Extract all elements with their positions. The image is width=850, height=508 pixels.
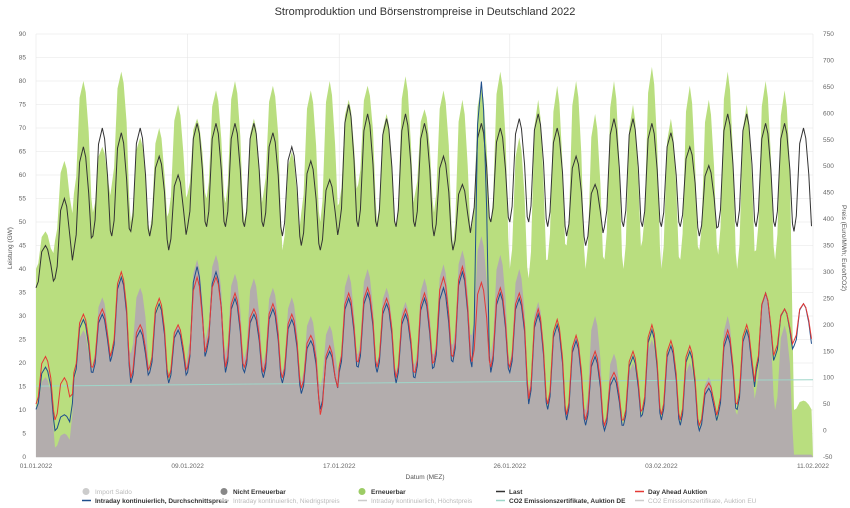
x-tick-label: 26.01.2022: [494, 463, 527, 470]
y-tick-label: 60: [19, 172, 27, 179]
y2-tick-label: 50: [823, 401, 831, 408]
right-y-axis: -50 0 50 100 150 200 250 300 350 400 450 500 550 600 6…: [823, 31, 834, 461]
y2-tick-label: 450: [823, 190, 834, 197]
x-tick-label: 03.02.2022: [645, 463, 678, 470]
y-tick-label: 15: [19, 384, 27, 391]
y2-tick-label: 250: [823, 295, 834, 302]
legend-item[interactable]: Last: [509, 489, 523, 496]
y2-tick-label: 400: [823, 216, 834, 223]
y2-tick-label: 650: [823, 84, 834, 91]
y-tick-label: 35: [19, 290, 27, 297]
legend-item[interactable]: Import Saldo: [95, 489, 132, 496]
y2-tick-label: 150: [823, 348, 834, 355]
legend[interactable]: Import Saldo Nicht Erneuerbar Erneuerbar La…: [82, 488, 757, 505]
x-tick-label: 09.01.2022: [171, 463, 204, 470]
y2-tick-label: 300: [823, 269, 834, 276]
legend-marker: [358, 488, 366, 495]
legend-item[interactable]: CO2 Emissionszertifikate, Auktion EU: [648, 498, 757, 505]
x-tick-label: 17.01.2022: [323, 463, 356, 470]
line-day-ahead-auktion: [35, 264, 812, 428]
y-tick-label: 50: [19, 219, 27, 226]
y-tick-label: 80: [19, 78, 27, 85]
right-axis-label: Preis (Euro/MWh; Euro/tCO2): [840, 205, 847, 291]
y-tick-label: 75: [19, 102, 27, 109]
legend-item[interactable]: Day Ahead Auktion: [648, 489, 707, 496]
chart-title: Stromproduktion und Börsenstrompreise in…: [275, 6, 576, 18]
line-series: [35, 81, 814, 433]
area-nicht-erneuerbar: [36, 236, 813, 457]
y-tick-label: 40: [19, 266, 27, 273]
legend-item[interactable]: Intraday kontinuierlich, Durchschnittspr…: [95, 498, 228, 505]
legend-item[interactable]: Intraday kontinuierlich, Niedrigstpreis: [233, 498, 340, 505]
y-tick-label: 30: [19, 313, 27, 320]
legend-item[interactable]: CO2 Emissionszertifikate, Auktion DE: [509, 498, 626, 505]
y-tick-label: 20: [19, 360, 27, 367]
y2-tick-label: 750: [823, 31, 834, 38]
y-tick-label: 65: [19, 149, 27, 156]
y-tick-label: 10: [19, 407, 27, 414]
y-tick-label: 55: [19, 196, 27, 203]
y2-tick-label: 500: [823, 163, 834, 170]
legend-item[interactable]: Erneuerbar: [371, 489, 406, 496]
legend-marker: [82, 488, 90, 495]
x-tick-label: 01.01.2022: [20, 463, 53, 470]
y-tick-label: 90: [19, 31, 27, 38]
x-axis: 01.01.2022 09.01.2022 17.01.2022 26.01.2022…: [20, 463, 830, 470]
legend-marker: [220, 488, 228, 495]
line-co2-de: [35, 379, 814, 387]
y-tick-label: 85: [19, 55, 27, 62]
left-y-axis: 0 5 10 15 20 25 30 35 40 45 50 55 60 65 70 75 80 85 90: [19, 31, 27, 461]
legend-item[interactable]: Intraday kontinuierlich, Höchstpreis: [371, 498, 473, 505]
left-axis-label: Leistung (GW): [7, 227, 14, 269]
x-axis-label: Datum (MEZ): [406, 474, 445, 481]
y2-tick-label: 0: [823, 428, 827, 435]
legend-item[interactable]: Nicht Erneuerbar: [233, 489, 286, 496]
y2-tick-label: 600: [823, 110, 834, 117]
y-tick-label: 25: [19, 337, 27, 344]
line-last: [35, 104, 812, 288]
y2-tick-label: 350: [823, 243, 834, 250]
y-tick-label: 5: [22, 431, 26, 438]
y-tick-label: 0: [22, 454, 26, 461]
y2-tick-label: 200: [823, 322, 834, 329]
y-tick-label: 45: [19, 243, 27, 250]
y2-tick-label: 100: [823, 375, 834, 382]
y-tick-label: 70: [19, 125, 27, 132]
y2-tick-label: -50: [823, 454, 833, 461]
y2-tick-label: 550: [823, 137, 834, 144]
x-tick-label: 11.02.2022: [797, 463, 829, 470]
y2-tick-label: 700: [823, 57, 834, 64]
